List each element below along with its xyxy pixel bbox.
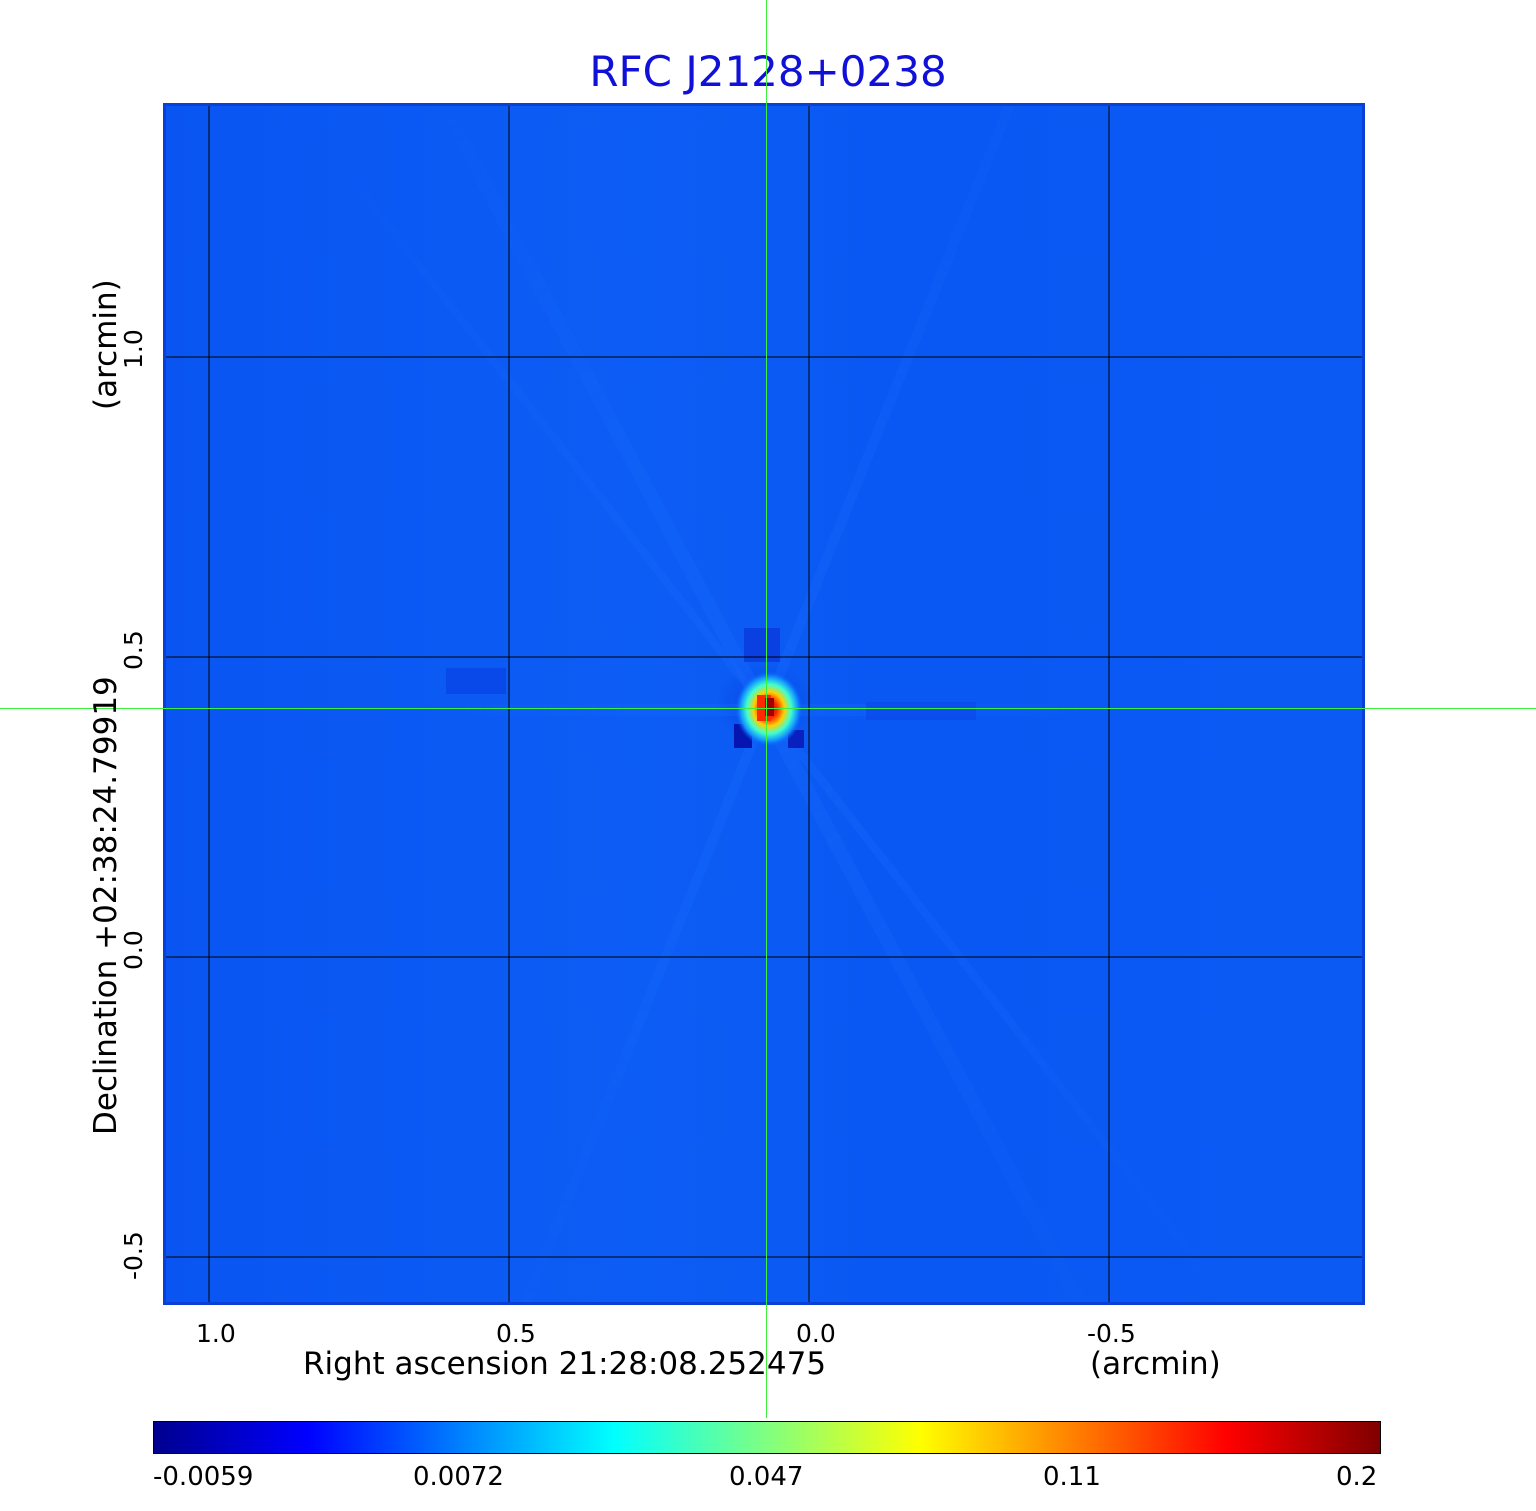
radio-source xyxy=(735,671,803,747)
y-tick-label: 1.0 xyxy=(119,329,148,369)
coordinate-grid xyxy=(166,106,1362,1302)
x-tick-label: 0.5 xyxy=(496,1319,536,1348)
colorbar-label: 0.0072 xyxy=(413,1462,504,1492)
colorbar-label: 0.11 xyxy=(1043,1462,1101,1492)
colorbar-label: 0.047 xyxy=(729,1462,804,1492)
colorbar-label: -0.0059 xyxy=(153,1462,254,1492)
radio-image-panel[interactable] xyxy=(163,103,1365,1305)
y-tick-label: 0.0 xyxy=(119,930,148,970)
y-tick-label: -0.5 xyxy=(119,1231,148,1280)
x-tick-label: -0.5 xyxy=(1087,1319,1136,1348)
image-title: RFC J2128+0238 xyxy=(589,47,947,96)
y-axis-label: Declination +02:38:24.79919 xyxy=(88,676,124,1135)
x-tick-label: 0.0 xyxy=(796,1319,836,1348)
colorbar xyxy=(153,1421,1381,1454)
x-tick-label: 1.0 xyxy=(196,1319,236,1348)
crosshair-vertical xyxy=(766,0,767,1418)
negative-lobes xyxy=(446,628,976,748)
x-axis-unit: (arcmin) xyxy=(1090,1346,1221,1382)
x-axis-label: Right ascension 21:28:08.252475 xyxy=(303,1346,827,1382)
y-tick-label: 0.5 xyxy=(119,630,148,670)
crosshair-horizontal xyxy=(0,708,1536,709)
y-axis-unit: (arcmin) xyxy=(88,279,124,410)
colorbar-label: 0.2 xyxy=(1336,1462,1378,1492)
radio-image xyxy=(166,106,1362,1302)
